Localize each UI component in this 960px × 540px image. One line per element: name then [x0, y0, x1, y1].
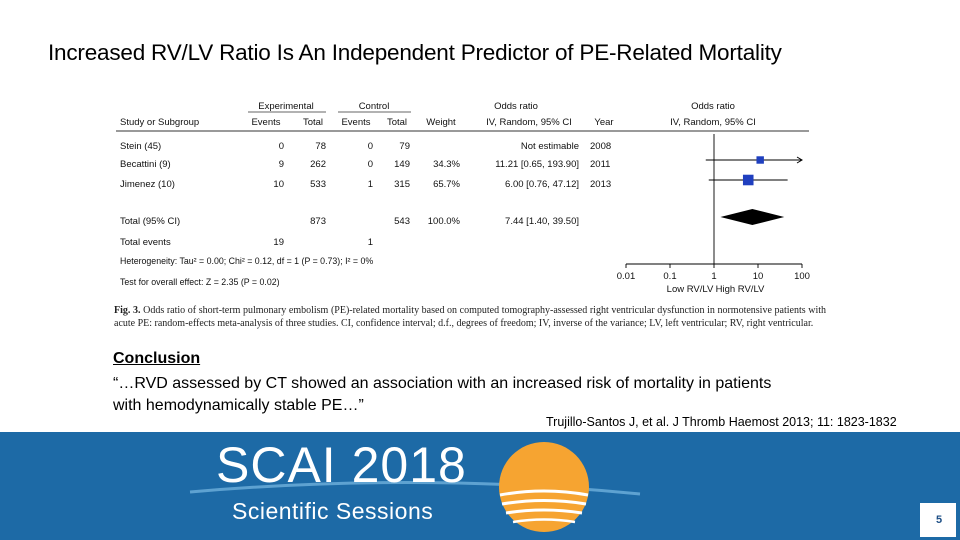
- x-tick-label: 0.01: [617, 271, 636, 282]
- study-year: 2013: [590, 179, 611, 190]
- total-events-ctl: 1: [368, 237, 373, 248]
- col-method: IV, Random, 95% CI: [486, 117, 572, 128]
- col-weight: Weight: [426, 117, 456, 128]
- col-plot-method: IV, Random, 95% CI: [670, 117, 756, 128]
- study-row: Jimenez (10) 10 533 1 315 65.7% 6.00 [0.…: [120, 179, 611, 190]
- x-tick-label: 100: [794, 271, 810, 282]
- conference-banner: SCAI 2018 Scientific Sessions: [0, 432, 960, 540]
- slide-title: Increased RV/LV Ratio Is An Independent …: [48, 40, 782, 65]
- study-ctl-events: 0: [368, 141, 373, 152]
- plot-marks: [705, 156, 803, 225]
- plot-area: 0.01 0.1 1 10 100 Low RV/LV High RV/LV: [617, 134, 810, 294]
- overall-effect-text: Test for overall effect: Z = 2.35 (P = 0…: [120, 277, 280, 287]
- study-name: Becattini (9): [120, 159, 171, 170]
- header-experimental: Experimental: [258, 101, 313, 112]
- study-exp-total: 78: [315, 141, 326, 152]
- study-ci: 11.21 [0.65, 193.90]: [495, 159, 579, 170]
- col-exp-total: Total: [303, 117, 323, 128]
- study-year: 2011: [590, 159, 610, 170]
- point-estimate: [756, 156, 764, 164]
- study-name: Stein (45): [120, 141, 161, 152]
- page-number: 5: [936, 514, 943, 526]
- study-ctl-total: 149: [394, 159, 410, 170]
- total-label: Total (95% CI): [120, 216, 180, 227]
- study-exp-events: 10: [273, 179, 284, 190]
- pooled-diamond: [720, 209, 785, 225]
- study-exp-events: 9: [279, 159, 284, 170]
- study-ctl-total: 315: [394, 179, 410, 190]
- study-exp-total: 262: [310, 159, 326, 170]
- x-tick-label: 1: [711, 271, 716, 282]
- x-axis-ticks: 0.01 0.1 1 10 100: [617, 264, 810, 282]
- favours-left-label: Low RV/LV: [667, 284, 714, 294]
- study-ci: 6.00 [0.76, 47.12]: [505, 179, 579, 190]
- study-year: 2008: [590, 141, 611, 152]
- study-weight: 34.3%: [433, 159, 460, 170]
- brand-name: SCAI 2018: [216, 437, 467, 493]
- ci-arrow: [796, 156, 803, 164]
- citation: Trujillo-Santos J, et al. J Thromb Haemo…: [546, 415, 897, 429]
- x-tick-label: 0.1: [663, 271, 676, 282]
- study-ctl-events: 0: [368, 159, 373, 170]
- total-exp-total: 873: [310, 216, 326, 227]
- col-exp-events: Events: [251, 117, 280, 128]
- col-ctl-events: Events: [341, 117, 370, 128]
- favours-right-label: High RV/LV: [716, 284, 765, 294]
- brand-subtitle: Scientific Sessions: [232, 498, 434, 524]
- total-ci: 7.44 [1.40, 39.50]: [505, 216, 579, 227]
- header-plot-odds-ratio: Odds ratio: [691, 101, 735, 112]
- total-events-exp: 19: [273, 237, 284, 248]
- header-odds-ratio: Odds ratio: [494, 101, 538, 112]
- study-ci: Not estimable: [521, 141, 579, 152]
- study-name: Jimenez (10): [120, 179, 175, 190]
- figure-caption: Fig. 3. Odds ratio of short-term pulmona…: [114, 305, 826, 330]
- sun-logo-icon: [499, 442, 589, 532]
- x-tick-label: 10: [753, 271, 764, 282]
- heterogeneity-text: Heterogeneity: Tau² = 0.00; Chi² = 0.12,…: [120, 256, 373, 266]
- study-ctl-events: 1: [368, 179, 373, 190]
- banner-swoosh: [189, 480, 641, 496]
- caption-text: Odds ratio of short-term pulmonary embol…: [114, 305, 826, 329]
- study-ctl-total: 79: [399, 141, 410, 152]
- total-weight: 100.0%: [428, 216, 461, 227]
- page-number-box: [920, 503, 956, 537]
- col-year: Year: [594, 117, 613, 128]
- study-exp-events: 0: [279, 141, 284, 152]
- caption-label: Fig. 3.: [114, 305, 141, 316]
- study-row: Stein (45) 0 78 0 79 Not estimable 2008: [120, 141, 611, 152]
- header-control: Control: [359, 101, 390, 112]
- col-ctl-total: Total: [387, 117, 407, 128]
- total-ctl-total: 543: [394, 216, 410, 227]
- study-row: Becattini (9) 9 262 0 149 34.3% 11.21 [0…: [120, 159, 610, 170]
- point-estimate: [742, 174, 754, 186]
- study-weight: 65.7%: [433, 179, 460, 190]
- total-events-label: Total events: [120, 237, 171, 248]
- conclusion-text: “…RVD assessed by CT showed an associati…: [113, 375, 772, 414]
- study-exp-total: 533: [310, 179, 326, 190]
- forest-plot: Experimental Control Odds ratio Odds rat…: [116, 101, 810, 294]
- conclusion-heading: Conclusion: [113, 350, 201, 367]
- col-study: Study or Subgroup: [120, 117, 199, 128]
